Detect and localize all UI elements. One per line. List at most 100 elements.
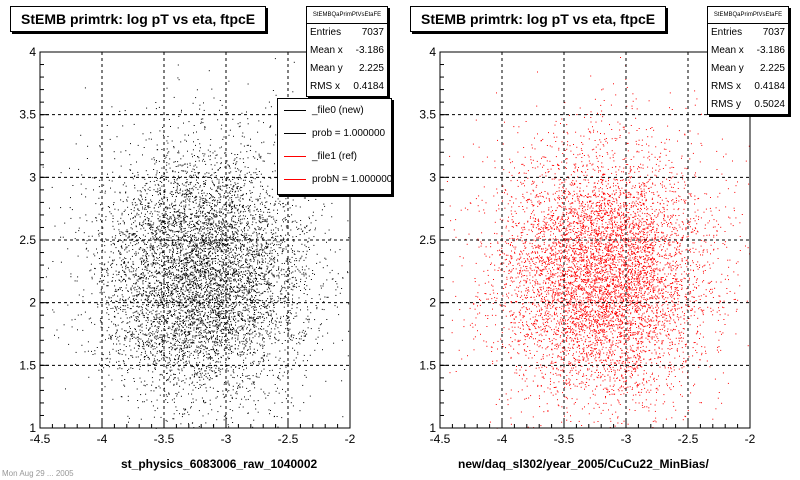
scatter-point [169, 299, 170, 301]
scatter-point [148, 282, 150, 284]
scatter-point [169, 218, 171, 220]
scatter-point [187, 252, 189, 254]
scatter-point [228, 278, 230, 280]
scatter-point [226, 316, 228, 318]
scatter-point [262, 337, 264, 339]
scatter-point [160, 240, 162, 242]
scatter-point [278, 202, 280, 204]
scatter-point [239, 301, 241, 303]
scatter-point [174, 276, 176, 278]
scatter-point [184, 213, 186, 215]
scatter-point [166, 200, 168, 202]
scatter-point [142, 281, 144, 283]
scatter-point [200, 264, 202, 266]
scatter-point [185, 330, 187, 332]
scatter-point [142, 206, 143, 208]
scatter-point [171, 261, 173, 263]
scatter-point [198, 301, 200, 302]
scatter-point [136, 291, 138, 293]
scatter-point [256, 278, 258, 280]
scatter-point [209, 326, 210, 328]
scatter-point [212, 336, 214, 337]
scatter-point [324, 257, 326, 259]
scatter-point [243, 359, 245, 361]
scatter-point [222, 206, 224, 208]
scatter-point [212, 359, 214, 361]
scatter-point [203, 241, 205, 243]
scatter-point [209, 326, 211, 328]
scatter-point [205, 163, 207, 165]
scatter-point [186, 316, 188, 318]
scatter-point [304, 269, 306, 271]
scatter-point [173, 187, 175, 188]
scatter-point [211, 203, 213, 204]
scatter-point [246, 272, 248, 274]
scatter-point [153, 336, 155, 338]
scatter-point [145, 183, 147, 185]
scatter-point [194, 228, 196, 230]
scatter-point [223, 233, 225, 235]
scatter-point [243, 204, 244, 206]
scatter-point [203, 315, 205, 317]
scatter-point [122, 309, 124, 310]
scatter-point [229, 349, 231, 351]
scatter-point [164, 242, 166, 244]
scatter-point [202, 160, 203, 162]
scatter-point [188, 289, 190, 291]
scatter-point [121, 380, 123, 382]
scatter-point [171, 262, 173, 264]
scatter-point [236, 187, 238, 189]
scatter-point [264, 247, 265, 249]
scatter-point [236, 205, 238, 206]
scatter-point [200, 333, 202, 335]
scatter-point [219, 322, 221, 324]
scatter-point [209, 272, 211, 274]
scatter-point [91, 278, 93, 280]
scatter-point [223, 249, 225, 251]
scatter-point [176, 211, 178, 213]
scatter-point [225, 206, 227, 208]
scatter-point [235, 228, 237, 230]
scatter-point [271, 233, 273, 235]
scatter-point [231, 199, 233, 201]
scatter-point [142, 277, 144, 279]
scatter-point [281, 195, 283, 197]
scatter-point [138, 267, 140, 268]
scatter-point [231, 152, 233, 154]
scatter-point [258, 233, 260, 235]
scatter-point [269, 243, 271, 245]
scatter-point [175, 300, 177, 302]
scatter-point [221, 249, 223, 251]
scatter-point [151, 294, 153, 296]
scatter-point [292, 205, 293, 206]
scatter-point [277, 228, 279, 230]
scatter-point [174, 171, 176, 173]
scatter-point [129, 300, 131, 302]
scatter-point [48, 267, 49, 269]
scatter-point [195, 373, 197, 375]
scatter-point [210, 305, 212, 307]
scatter-point [137, 336, 139, 338]
scatter-point [237, 186, 239, 187]
scatter-point [223, 322, 225, 323]
scatter-point [264, 275, 266, 277]
scatter-point [183, 222, 185, 224]
scatter-point [156, 191, 158, 193]
scatter-point [313, 236, 315, 238]
scatter-point [169, 273, 171, 275]
scatter-point [144, 250, 146, 252]
scatter-point [188, 226, 190, 228]
scatter-point [182, 292, 184, 294]
scatter-point [190, 274, 192, 276]
scatter-point [208, 295, 210, 297]
scatter-point [155, 102, 157, 103]
scatter-point [297, 250, 299, 252]
scatter-point [244, 274, 246, 275]
scatter-point [251, 288, 253, 290]
scatter-point [209, 202, 211, 204]
scatter-point [228, 294, 230, 296]
scatter-point [274, 170, 276, 172]
scatter-point [255, 198, 257, 200]
scatter-point [205, 219, 207, 221]
scatter-point [195, 387, 197, 389]
